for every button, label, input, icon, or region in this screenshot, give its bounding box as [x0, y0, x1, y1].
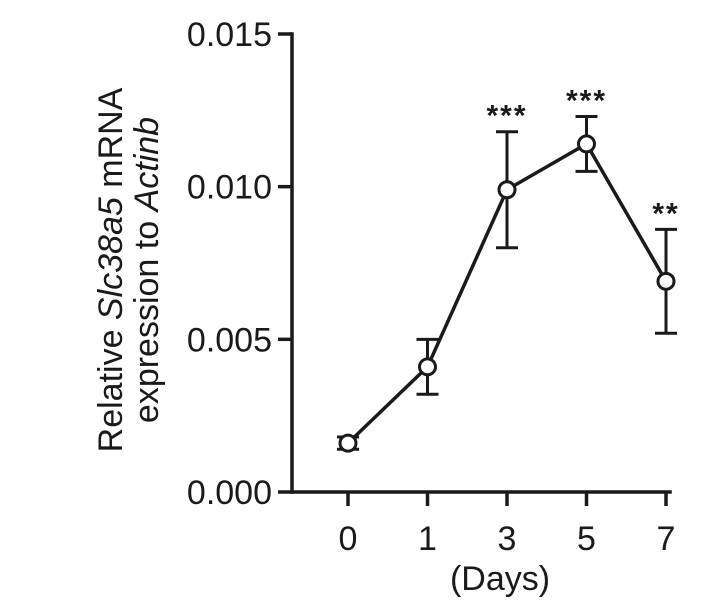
y-tick-label-0: 0.000	[187, 474, 272, 512]
y-axis-title: Relative Slc38a5 mRNA expression to Acti…	[92, 87, 166, 452]
y-axis-title-line1: Relative Slc38a5 mRNA	[92, 87, 130, 452]
x-tick-label-3: 5	[577, 520, 596, 558]
x-axis: 0 1 3 5 7	[290, 490, 676, 558]
data-point-2	[497, 180, 517, 200]
y-axis-title-gene-name: Slc38a5	[92, 197, 130, 320]
y-axis-title-line1-part3: mRNA	[92, 87, 130, 197]
y-tick-label-2: 0.010	[187, 169, 272, 207]
y-axis-title-line1-part1: Relative	[92, 320, 130, 452]
significance-label-4: **	[652, 197, 679, 230]
data-point-1	[418, 357, 437, 377]
data-point-4	[656, 271, 676, 291]
x-tick-label-2: 3	[498, 520, 517, 558]
x-tick-label-0: 0	[339, 520, 358, 558]
x-tick-label-1: 1	[418, 520, 437, 558]
x-tick-label-4: 7	[657, 520, 676, 558]
y-axis: 0.000 0.005 0.010 0.015	[187, 16, 294, 512]
significance-label-2: ***	[486, 100, 527, 133]
y-axis-title-line2-part1: expression to	[128, 211, 166, 423]
y-axis-title-reference-gene: Actinb	[128, 117, 166, 214]
significance-label-3: ***	[566, 84, 607, 117]
y-tick-label-1: 0.005	[187, 321, 272, 359]
series-expression: *** *****	[337, 84, 679, 453]
y-tick-label-3: 0.015	[187, 16, 272, 54]
x-axis-title: (Days)	[450, 560, 550, 598]
data-point-0	[338, 433, 358, 453]
y-axis-title-line2: expression to Actinb	[128, 117, 166, 423]
data-point-3	[577, 134, 596, 154]
